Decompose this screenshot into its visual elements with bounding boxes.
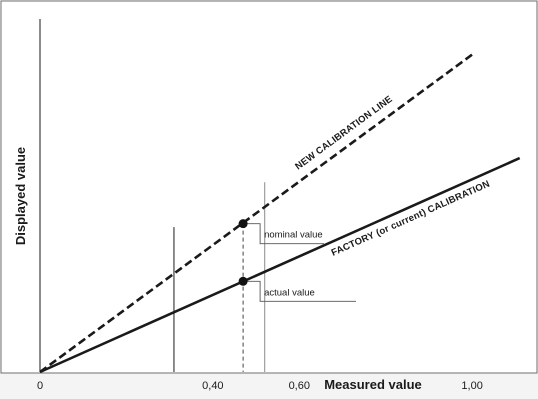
- x-tick-label-4: 1,00: [461, 380, 482, 392]
- x-tick-label-2: 0,40: [202, 380, 223, 392]
- actual-value-point: [238, 276, 248, 286]
- series-lines: [39, 53, 521, 374]
- nominal-value-point: [238, 219, 248, 229]
- callouts: [238, 219, 356, 302]
- nominal-value-label: nominal value: [264, 230, 323, 241]
- plot-frame: [0, 0, 538, 374]
- x-tick-label-1: 0: [37, 380, 43, 392]
- x-axis-title: Measured value: [324, 377, 422, 392]
- x-tick-label-3: 0,60: [289, 380, 310, 392]
- nominal-value-leader: [243, 223, 324, 245]
- y-axis-title: Displayed value: [13, 147, 28, 245]
- new-calibration-line: [39, 53, 473, 374]
- actual-value-leader: [243, 280, 356, 302]
- reference-lines: [173, 182, 266, 372]
- factory-calibration-line: [39, 156, 521, 374]
- actual-value-label: actual value: [264, 287, 315, 298]
